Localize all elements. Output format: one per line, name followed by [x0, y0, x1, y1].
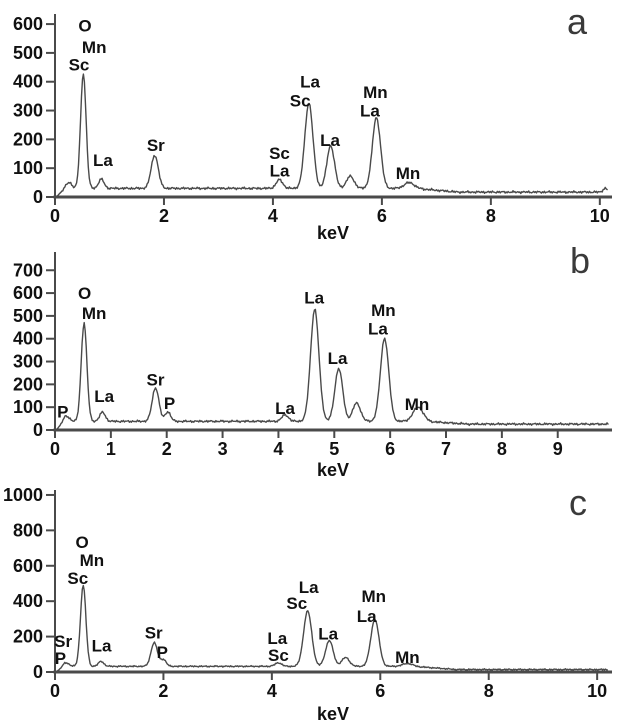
svg-text:4: 4 [273, 439, 283, 459]
svg-text:P: P [57, 403, 68, 422]
svg-text:La: La [320, 131, 340, 150]
svg-text:0: 0 [50, 681, 60, 701]
svg-text:La: La [93, 151, 113, 170]
svg-text:La: La [368, 319, 388, 338]
svg-text:0: 0 [33, 187, 43, 207]
svg-text:10: 10 [587, 681, 607, 701]
svg-text:Sr: Sr [147, 136, 165, 155]
svg-text:La: La [328, 349, 348, 368]
svg-text:6: 6 [375, 681, 385, 701]
svg-text:5: 5 [329, 439, 339, 459]
spectrum-panel-c: 0 2 4 6 8 10 0 200 400 600 800 1000 Sr P O Mn Sc La Sr P La S… [0, 478, 634, 727]
svg-text:La: La [300, 73, 320, 92]
svg-text:Sc: Sc [268, 646, 289, 665]
svg-text:Mn: Mn [82, 304, 107, 323]
svg-text:200: 200 [13, 627, 43, 647]
svg-text:Sr: Sr [54, 632, 72, 651]
svg-text:Sc: Sc [69, 55, 90, 74]
svg-text:La: La [318, 624, 338, 643]
svg-text:Sc: Sc [290, 92, 311, 111]
spectrum-panel-a: 0 2 4 6 8 10 0 100 200 300 400 500 600 O Mn Sc La Sr Sc La L… [0, 0, 634, 243]
svg-text:400: 400 [13, 591, 43, 611]
svg-text:600: 600 [13, 14, 43, 34]
spectrum-panel-b: 0 1 2 3 4 5 6 7 8 9 0 100 200 300 400 500 600 700 P O Mn La Sr… [0, 240, 634, 480]
panel-label-a: a [567, 1, 588, 42]
svg-text:Mn: Mn [395, 648, 420, 667]
svg-text:O: O [75, 533, 88, 552]
svg-text:600: 600 [13, 283, 43, 303]
svg-text:La: La [304, 289, 324, 308]
svg-text:9: 9 [553, 439, 563, 459]
svg-text:La: La [299, 578, 319, 597]
svg-text:0: 0 [33, 662, 43, 682]
svg-text:Mn: Mn [362, 587, 387, 606]
svg-text:O: O [78, 284, 91, 303]
svg-text:10: 10 [590, 206, 610, 226]
svg-text:0: 0 [50, 206, 60, 226]
svg-text:P: P [164, 394, 175, 413]
spectrum-plot-b: 0 1 2 3 4 5 6 7 8 90100200300400500600700POMnLaSr… [13, 252, 612, 459]
svg-text:2: 2 [158, 681, 168, 701]
svg-text:300: 300 [13, 352, 43, 372]
spectrum-plot-c: 0 2 4 6 8 1002004006008001000SrPOMnScLaSrPLaS… [3, 485, 612, 701]
svg-text:100: 100 [13, 397, 43, 417]
svg-text:100: 100 [13, 158, 43, 178]
svg-text:Sr: Sr [145, 624, 163, 643]
svg-text:4: 4 [268, 206, 278, 226]
svg-text:Sc: Sc [67, 569, 88, 588]
svg-text:400: 400 [13, 72, 43, 92]
svg-text:Sc: Sc [286, 594, 307, 613]
x-axis-label-c: keV [316, 704, 350, 724]
svg-text:Sr: Sr [147, 370, 165, 389]
svg-text:8: 8 [486, 206, 496, 226]
svg-text:Mn: Mn [363, 83, 388, 102]
svg-text:300: 300 [13, 101, 43, 121]
svg-text:2: 2 [162, 439, 172, 459]
svg-text:400: 400 [13, 329, 43, 349]
panel-label-c: c [569, 482, 587, 523]
svg-text:Mn: Mn [371, 301, 396, 320]
svg-text:3: 3 [218, 439, 228, 459]
svg-text:0: 0 [50, 439, 60, 459]
svg-text:6: 6 [377, 206, 387, 226]
svg-text:500: 500 [13, 43, 43, 63]
svg-text:La: La [92, 636, 112, 655]
x-axis-label-b: keV [316, 460, 350, 480]
svg-text:4: 4 [267, 681, 277, 701]
svg-text:La: La [270, 162, 290, 181]
svg-text:La: La [360, 102, 380, 121]
svg-text:8: 8 [497, 439, 507, 459]
svg-text:Mn: Mn [405, 395, 430, 414]
svg-text:Sc: Sc [269, 144, 290, 163]
svg-text:200: 200 [13, 374, 43, 394]
svg-text:7: 7 [441, 439, 451, 459]
x-axis-label-a: keV [316, 223, 350, 243]
svg-text:1: 1 [106, 439, 116, 459]
svg-text:8: 8 [484, 681, 494, 701]
svg-text:600: 600 [13, 556, 43, 576]
svg-text:P: P [157, 643, 168, 662]
svg-text:La: La [94, 387, 114, 406]
svg-text:O: O [78, 17, 91, 36]
svg-text:Mn: Mn [80, 551, 105, 570]
svg-text:1000: 1000 [3, 485, 43, 505]
svg-text:500: 500 [13, 306, 43, 326]
svg-text:700: 700 [13, 260, 43, 280]
svg-text:La: La [275, 399, 295, 418]
svg-text:P: P [55, 649, 66, 668]
svg-text:Mn: Mn [396, 164, 421, 183]
svg-text:0: 0 [33, 420, 43, 440]
svg-text:Mn: Mn [82, 38, 107, 57]
svg-text:800: 800 [13, 520, 43, 540]
svg-text:6: 6 [385, 439, 395, 459]
svg-text:La: La [267, 629, 287, 648]
svg-text:2: 2 [159, 206, 169, 226]
svg-text:200: 200 [13, 129, 43, 149]
svg-text:La: La [357, 607, 377, 626]
panel-label-b: b [570, 240, 591, 281]
